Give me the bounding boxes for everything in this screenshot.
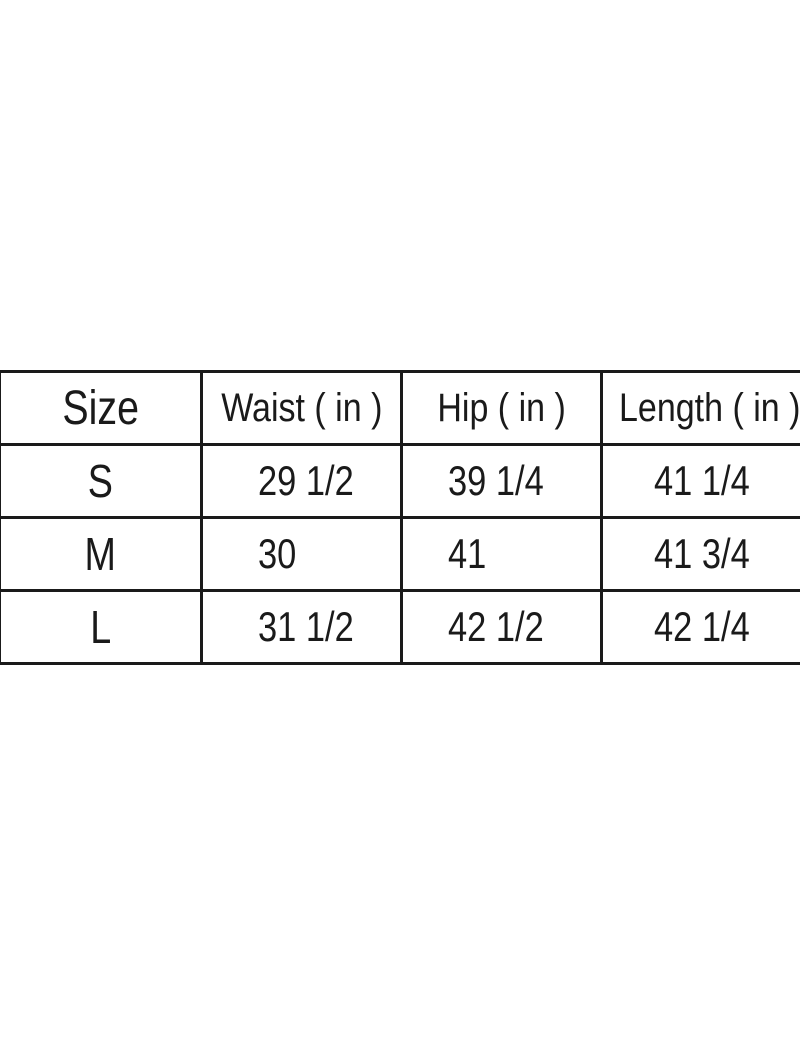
header-length-label: Length ( in ) [619,385,800,430]
hip-cell: 41 [400,516,603,592]
waist-cell: 29 1/2 [200,443,403,519]
header-hip: Hip ( in ) [400,370,603,446]
length-value: 42 1/4 [654,603,750,650]
length-value: 41 1/4 [654,457,750,504]
header-size-label: Size [62,381,139,435]
header-size: Size [0,370,203,446]
length-cell: 41 3/4 [600,516,800,592]
waist-value: 30 [258,530,297,577]
header-hip-label: Hip ( in ) [437,385,566,430]
length-cell: 41 1/4 [600,443,800,519]
waist-cell: 30 [200,516,403,592]
size-cell: L [0,589,203,665]
size-value: S [87,455,114,507]
size-cell: M [0,516,203,592]
row-s: S 29 1/2 39 1/4 41 1/4 [0,443,800,519]
header-waist-label: Waist ( in ) [220,385,383,430]
size-chart-table: Size Waist ( in ) Hip ( in ) Length ( in… [0,370,800,665]
header-waist: Waist ( in ) [200,370,403,446]
length-cell: 42 1/4 [600,589,800,665]
waist-cell: 31 1/2 [200,589,403,665]
hip-value: 42 1/2 [448,603,544,650]
waist-value: 31 1/2 [258,603,354,650]
header-row: Size Waist ( in ) Hip ( in ) Length ( in… [0,370,800,446]
header-length: Length ( in ) [600,370,800,446]
hip-value: 39 1/4 [448,457,544,504]
length-value: 41 3/4 [654,530,750,577]
row-l: L 31 1/2 42 1/2 42 1/4 [0,589,800,665]
hip-cell: 42 1/2 [400,589,603,665]
waist-value: 29 1/2 [258,457,354,504]
size-value: L [90,601,111,653]
hip-value: 41 [448,530,487,577]
size-cell: S [0,443,203,519]
size-value: M [84,528,117,580]
row-m: M 30 41 41 3/4 [0,516,800,592]
hip-cell: 39 1/4 [400,443,603,519]
